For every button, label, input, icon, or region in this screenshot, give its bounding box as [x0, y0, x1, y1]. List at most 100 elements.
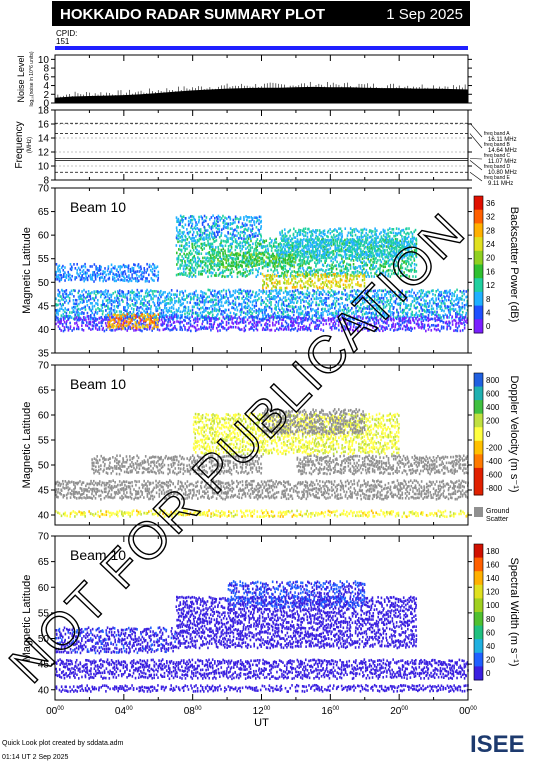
- power-cell: [377, 296, 380, 299]
- power-cell: [408, 275, 411, 278]
- power-cell: [93, 263, 96, 266]
- power-cell: [423, 327, 425, 330]
- power-cell: [208, 271, 211, 275]
- power-cell: [99, 268, 102, 272]
- power-cell: [329, 264, 331, 267]
- power-cell: [359, 244, 362, 248]
- power-cell: [372, 263, 375, 267]
- power-cell: [159, 301, 161, 305]
- power-cell: [391, 291, 393, 294]
- power-cell: [254, 243, 257, 247]
- power-cell: [406, 323, 408, 327]
- power-cell: [134, 326, 137, 329]
- power-cell: [306, 289, 309, 293]
- power-cell: [156, 317, 159, 320]
- power-cell: [82, 328, 85, 332]
- power-cell: [377, 267, 380, 271]
- power-cell: [294, 286, 297, 289]
- power-cell: [337, 298, 340, 301]
- power-cell: [188, 272, 191, 275]
- power-cell: [229, 317, 232, 321]
- power-cell: [275, 292, 278, 295]
- power-cell: [324, 296, 327, 300]
- power-cell: [91, 307, 94, 311]
- power-cell: [394, 272, 396, 276]
- power-cell: [433, 327, 436, 331]
- power-cell: [270, 303, 272, 307]
- power-cell: [197, 320, 199, 323]
- power-cell: [240, 302, 243, 306]
- power-cell: [135, 279, 137, 283]
- power-cell: [465, 290, 468, 293]
- power-cell: [421, 322, 424, 326]
- power-cell: [155, 318, 157, 322]
- power-cell: [170, 297, 173, 300]
- power-cell: [378, 297, 381, 300]
- power-cell: [368, 311, 371, 314]
- power-cell: [72, 309, 75, 312]
- power-cell: [141, 324, 144, 327]
- power-cell: [453, 329, 455, 333]
- power-cell: [117, 298, 120, 301]
- power-cell: [305, 316, 307, 320]
- power-cell: [407, 304, 410, 307]
- power-cell: [110, 307, 113, 310]
- power-cell: [236, 308, 239, 312]
- power-cell: [203, 241, 206, 245]
- power-cell: [92, 273, 94, 277]
- power-cell: [301, 312, 303, 316]
- power-cell: [363, 281, 366, 285]
- power-cell: [284, 299, 287, 302]
- power-cell: [393, 318, 395, 322]
- power-cell: [143, 325, 145, 328]
- power-cell: [196, 317, 199, 321]
- power-cell: [353, 275, 355, 278]
- power-cell: [370, 267, 372, 271]
- power-cell: [156, 301, 159, 305]
- power-cell: [444, 306, 447, 310]
- power-cell: [65, 312, 68, 315]
- power-cell: [194, 257, 197, 261]
- power-cell: [57, 325, 60, 328]
- power-cell: [116, 327, 118, 331]
- freq-band-name: freq band B: [484, 142, 511, 148]
- power-cell: [155, 308, 157, 311]
- power-cell: [188, 317, 190, 321]
- power-cell: [204, 318, 206, 322]
- power-cell: [183, 306, 185, 309]
- power-cell: [338, 264, 340, 268]
- power-cell: [222, 325, 225, 329]
- power-cell: [90, 328, 92, 331]
- power-cell: [203, 308, 205, 312]
- power-cell: [178, 293, 181, 296]
- power-cell: [367, 312, 369, 315]
- power-cell: [430, 317, 433, 321]
- power-cell: [185, 264, 187, 267]
- power-cell: [244, 261, 246, 265]
- power-cell: [76, 262, 78, 266]
- power-cell: [336, 319, 338, 322]
- power-cell: [372, 326, 374, 329]
- power-cell: [94, 277, 97, 281]
- power-cell: [282, 272, 285, 276]
- power-cell: [79, 312, 81, 315]
- power-cell: [365, 316, 368, 320]
- power-cell: [398, 317, 401, 320]
- power-cell: [64, 275, 66, 278]
- power-cell: [210, 245, 213, 249]
- power-cell: [64, 279, 66, 282]
- power-cell: [283, 271, 286, 274]
- power-cell: [356, 296, 359, 299]
- power-cell: [370, 313, 373, 316]
- power-cell: [317, 297, 319, 300]
- power-cell: [426, 302, 429, 305]
- power-cell: [356, 259, 359, 262]
- power-cell: [189, 273, 191, 277]
- power-cell: [184, 247, 187, 251]
- power-cell: [107, 265, 110, 268]
- power-cell: [224, 255, 226, 258]
- power-cell: [187, 321, 190, 325]
- power-cell: [122, 300, 124, 303]
- power-cell: [146, 323, 148, 327]
- power-cell: [351, 307, 353, 310]
